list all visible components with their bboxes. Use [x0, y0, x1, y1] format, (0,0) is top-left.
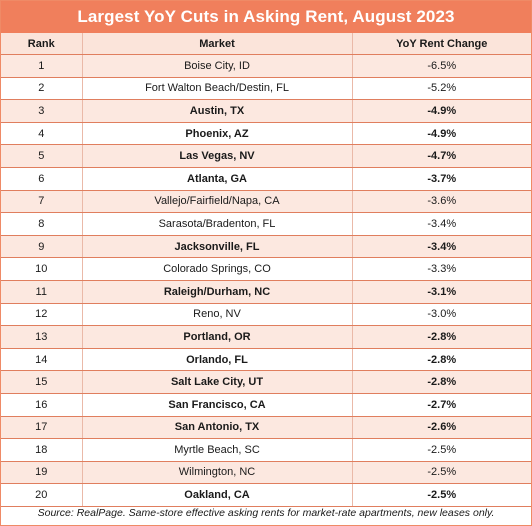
- rank-cell: 14: [1, 348, 83, 372]
- column-header-market: Market: [82, 33, 353, 55]
- rent-change-cell: -6.5%: [352, 54, 531, 78]
- rent-change-cell: -4.9%: [352, 122, 531, 146]
- rank-cell: 10: [1, 257, 83, 281]
- rank-cell: 12: [1, 303, 83, 327]
- rent-change-table: Rank Market YoY Rent Change 1 Boise City,…: [1, 33, 531, 507]
- rent-change-cell: -3.7%: [352, 167, 531, 191]
- rank-cell: 6: [1, 167, 83, 191]
- rank-cell: 19: [1, 461, 83, 485]
- rent-change-cell: -2.5%: [352, 461, 531, 485]
- table-row: 3 Austin, TX -4.9%: [1, 99, 531, 123]
- rent-change-cell: -2.8%: [352, 348, 531, 372]
- rank-cell: 7: [1, 190, 83, 214]
- market-cell: Jacksonville, FL: [82, 235, 353, 259]
- rent-change-cell: -2.8%: [352, 370, 531, 394]
- rent-change-cell: -4.7%: [352, 144, 531, 168]
- table-header-row: Rank Market YoY Rent Change: [1, 33, 531, 55]
- rank-cell: 20: [1, 483, 83, 507]
- table-row: 16 San Francisco, CA -2.7%: [1, 393, 531, 417]
- market-cell: Austin, TX: [82, 99, 353, 123]
- market-cell: San Antonio, TX: [82, 416, 353, 440]
- rent-change-cell: -3.4%: [352, 212, 531, 236]
- table-row: 20 Oakland, CA -2.5%: [1, 483, 531, 507]
- table-row: 2 Fort Walton Beach/Destin, FL -5.2%: [1, 77, 531, 101]
- rank-cell: 4: [1, 122, 83, 146]
- rent-change-cell: -2.7%: [352, 393, 531, 417]
- table-row: 11 Raleigh/Durham, NC -3.1%: [1, 280, 531, 304]
- table-row: 5 Las Vegas, NV -4.7%: [1, 144, 531, 168]
- table-row: 10 Colorado Springs, CO -3.3%: [1, 257, 531, 281]
- market-cell: Reno, NV: [82, 303, 353, 327]
- rank-cell: 1: [1, 54, 83, 78]
- rent-change-cell: -2.8%: [352, 325, 531, 349]
- rank-cell: 8: [1, 212, 83, 236]
- market-cell: Oakland, CA: [82, 483, 353, 507]
- table-row: 19 Wilmington, NC -2.5%: [1, 461, 531, 485]
- market-cell: Orlando, FL: [82, 348, 353, 372]
- rank-cell: 15: [1, 370, 83, 394]
- market-cell: Atlanta, GA: [82, 167, 353, 191]
- market-cell: Colorado Springs, CO: [82, 257, 353, 281]
- column-header-rent-change: YoY Rent Change: [352, 33, 531, 55]
- market-cell: Fort Walton Beach/Destin, FL: [82, 77, 353, 101]
- table-row: 8 Sarasota/Bradenton, FL -3.4%: [1, 212, 531, 236]
- table-row: 9 Jacksonville, FL -3.4%: [1, 235, 531, 259]
- column-header-rank: Rank: [1, 33, 83, 55]
- table-row: 18 Myrtle Beach, SC -2.5%: [1, 438, 531, 462]
- rank-cell: 3: [1, 99, 83, 123]
- rent-change-cell: -4.9%: [352, 99, 531, 123]
- market-cell: Sarasota/Bradenton, FL: [82, 212, 353, 236]
- rank-cell: 18: [1, 438, 83, 462]
- market-cell: Wilmington, NC: [82, 461, 353, 485]
- rent-change-cell: -3.4%: [352, 235, 531, 259]
- table-row: 15 Salt Lake City, UT -2.8%: [1, 370, 531, 394]
- table-row: 17 San Antonio, TX -2.6%: [1, 416, 531, 440]
- table-title: Largest YoY Cuts in Asking Rent, August …: [1, 1, 531, 33]
- rank-cell: 13: [1, 325, 83, 349]
- market-cell: Raleigh/Durham, NC: [82, 280, 353, 304]
- market-cell: Boise City, ID: [82, 54, 353, 78]
- rank-cell: 17: [1, 416, 83, 440]
- market-cell: San Francisco, CA: [82, 393, 353, 417]
- market-cell: Portland, OR: [82, 325, 353, 349]
- rent-change-cell: -5.2%: [352, 77, 531, 101]
- rank-cell: 11: [1, 280, 83, 304]
- source-note: Source: RealPage. Same-store effective a…: [37, 507, 495, 519]
- rank-cell: 5: [1, 144, 83, 168]
- table-row: 1 Boise City, ID -6.5%: [1, 54, 531, 78]
- table-row: 7 Vallejo/Fairfield/Napa, CA -3.6%: [1, 190, 531, 214]
- rank-cell: 9: [1, 235, 83, 259]
- rent-change-cell: -2.6%: [352, 416, 531, 440]
- table-row: 6 Atlanta, GA -3.7%: [1, 167, 531, 191]
- market-cell: Phoenix, AZ: [82, 122, 353, 146]
- rent-change-cell: -2.5%: [352, 483, 531, 507]
- table-row: 4 Phoenix, AZ -4.9%: [1, 122, 531, 146]
- rent-change-cell: -3.1%: [352, 280, 531, 304]
- market-cell: Las Vegas, NV: [82, 144, 353, 168]
- market-cell: Myrtle Beach, SC: [82, 438, 353, 462]
- rent-change-cell: -3.3%: [352, 257, 531, 281]
- table-row: 14 Orlando, FL -2.8%: [1, 348, 531, 372]
- table-body: 1 Boise City, ID -6.5% 2 Fort Walton Beach/D…: [1, 54, 531, 507]
- market-cell: Salt Lake City, UT: [82, 370, 353, 394]
- rent-change-cell: -3.0%: [352, 303, 531, 327]
- rank-cell: 2: [1, 77, 83, 101]
- table-row: 13 Portland, OR -2.8%: [1, 325, 531, 349]
- table-row: 12 Reno, NV -3.0%: [1, 303, 531, 327]
- rent-change-cell: -2.5%: [352, 438, 531, 462]
- rent-change-cell: -3.6%: [352, 190, 531, 214]
- rank-cell: 16: [1, 393, 83, 417]
- market-cell: Vallejo/Fairfield/Napa, CA: [82, 190, 353, 214]
